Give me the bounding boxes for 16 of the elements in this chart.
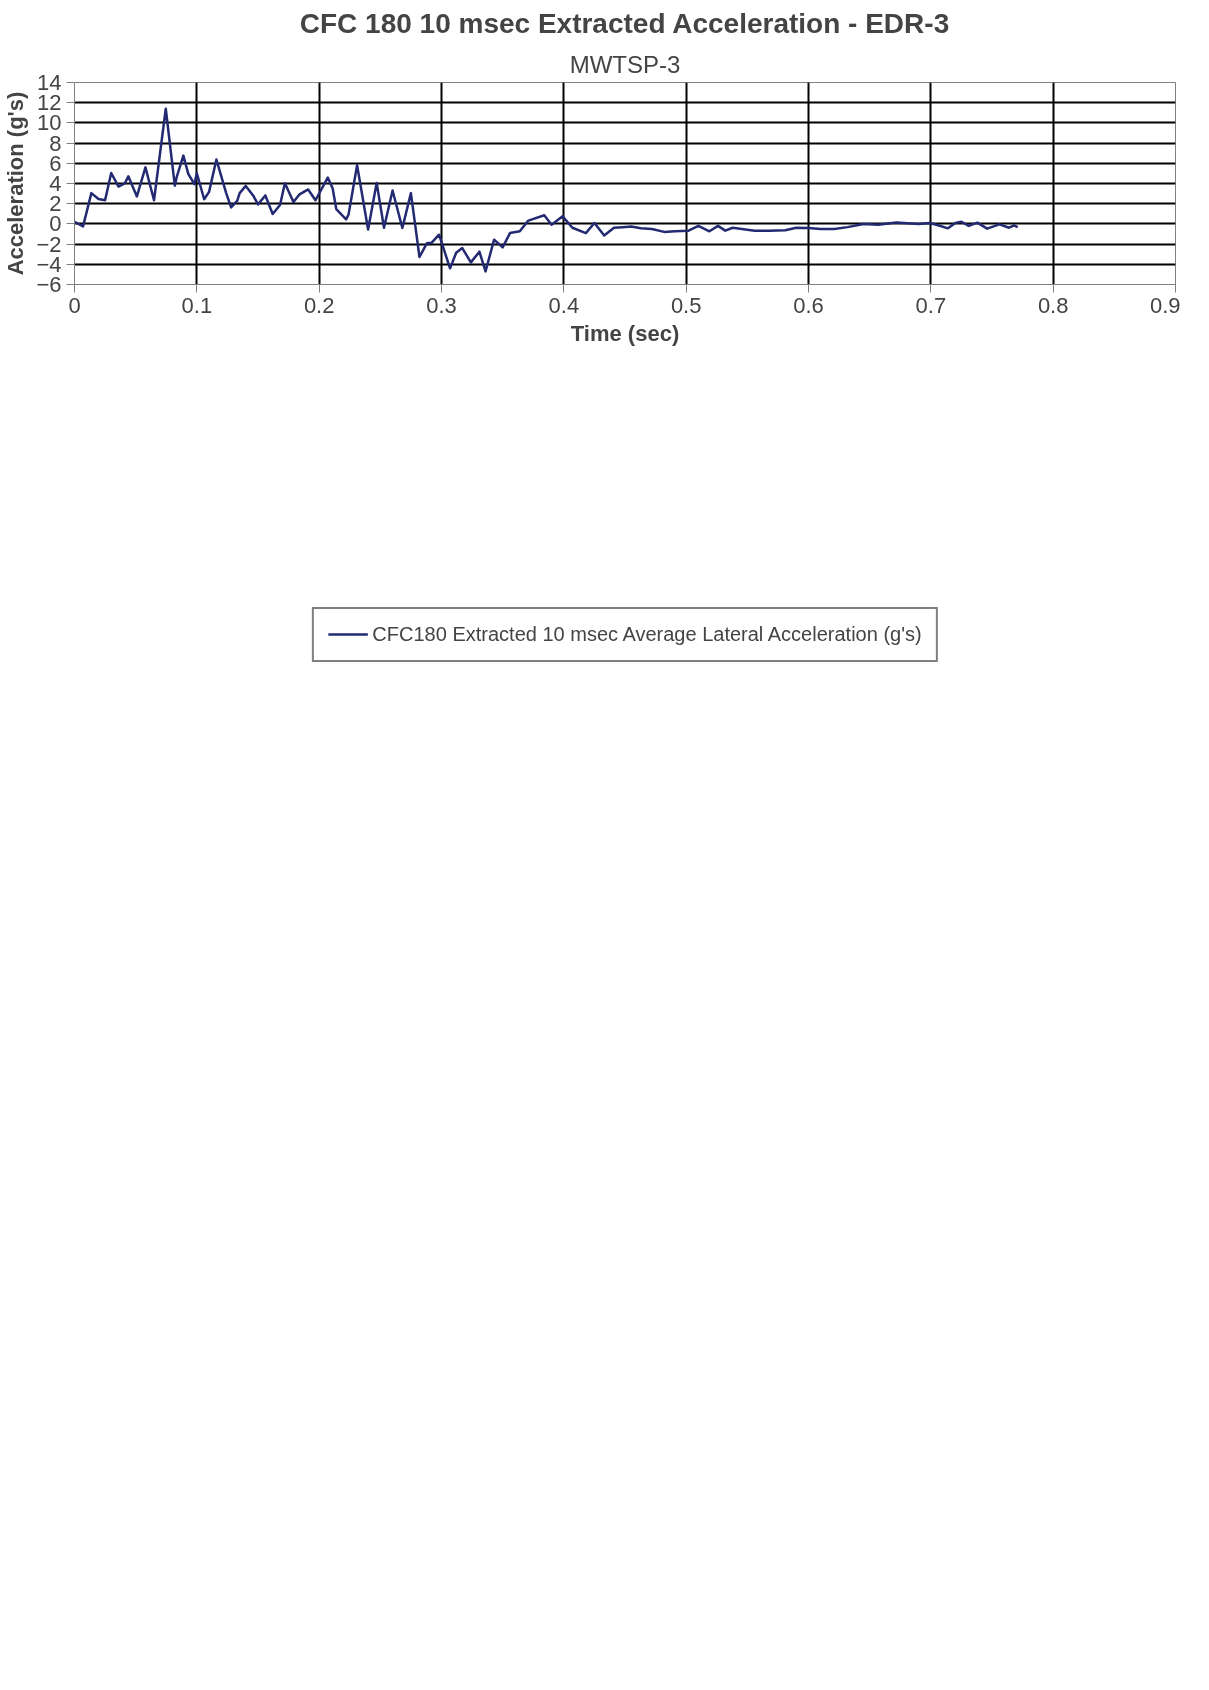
y-axis-title: Acceleration (g's) [3,91,29,276]
x-tick-label: 0.9 [1149,292,1181,318]
x-axis-title: Time (sec) [570,320,680,346]
x-tick-label: 0.7 [915,292,947,318]
x-tick-label: 0.5 [670,292,702,318]
x-tick-label: 0.4 [548,292,580,318]
x-tick-label: 0.6 [793,292,824,318]
line-series [74,107,1019,273]
chart-title: CFC 180 10 msec Extracted Acceleration - EDR-3 [299,7,950,39]
x-tick-label: 0.2 [303,292,335,318]
x-tick-label: 0.3 [426,292,457,318]
x-tick-label: 0.8 [1037,292,1069,318]
x-tick-label: 0 [68,292,81,318]
x-tick-label: 0.1 [181,292,213,318]
legend-label: CFC180 Extracted 10 msec Average Lateral Acceleration (g's) [372,622,922,646]
chart-subtitle: MWTSP-3 [569,50,681,78]
